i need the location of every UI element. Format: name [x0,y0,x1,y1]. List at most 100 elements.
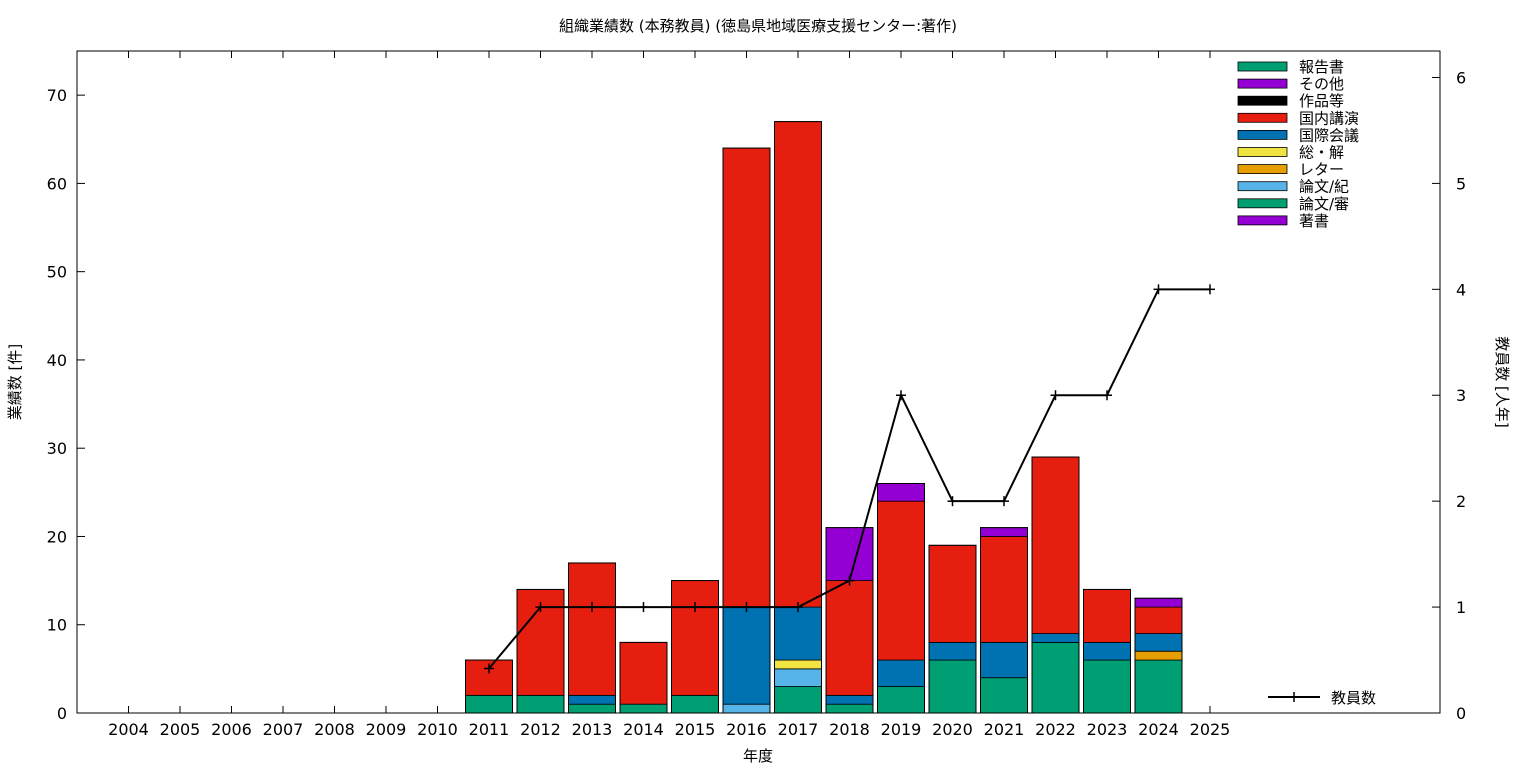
bar-segment [877,686,925,714]
bar-segment [774,686,822,714]
legend-swatch [1237,215,1288,226]
legend-swatch [1237,181,1288,192]
bar-segment [877,483,925,502]
y-tick-label: 70 [47,86,67,105]
bar-segment [1134,659,1183,714]
line-legend: 教員数 [1268,689,1376,707]
plot-frame [76,50,1441,714]
x-tick-label: 2018 [829,720,870,739]
bar-segment [980,641,1028,679]
legend-swatch [1237,198,1288,209]
x-tick-label: 2023 [1087,720,1128,739]
bar-segment [825,527,874,582]
bar-segment [774,606,822,661]
bar-layer [465,121,1183,714]
x-tick-label: 2009 [366,720,407,739]
bar-segment [1031,633,1080,643]
legend-swatch [1237,129,1288,140]
legend-label: 国内講演 [1299,109,1359,127]
legend-label: その他 [1299,75,1344,93]
chart-title: 組織業績数 (本務教員) (徳島県地域医療支援センター:著作) [559,17,957,35]
bar-segment [1134,650,1183,661]
x-tick-label: 2007 [263,720,304,739]
x-tick-label: 2024 [1138,720,1179,739]
bar-segment [928,641,977,661]
bar-segment [774,668,822,687]
bar-segment [568,694,616,705]
y-tick-label: 40 [47,351,67,370]
x-tick-label: 2010 [417,720,458,739]
legend-label: レター [1299,161,1344,179]
line-layer [484,284,1215,674]
legend-label: 報告書 [1299,58,1344,76]
legend-swatch [1237,147,1288,157]
bar-segment [980,677,1028,714]
bar-segment [825,694,874,705]
y2-tick-label: 0 [1456,704,1466,723]
legend-label: 論文/審 [1299,195,1349,213]
legend-label: 国際会議 [1299,126,1359,144]
y2-tick-labels: 0 1 2 3 4 5 6 [1456,68,1466,723]
bar-segment [1134,597,1183,608]
bar-segment [619,703,668,714]
bar-segment [568,562,616,696]
x-tick-label: 2025 [1190,720,1231,739]
legend-swatch [1237,112,1288,123]
y-tick-label: 0 [57,704,67,723]
line-legend-label: 教員数 [1331,689,1376,707]
legend-label: 作品等 [1299,92,1344,110]
bar-segment [1031,456,1080,634]
bar-segment [722,606,771,705]
bar-segment [619,641,668,705]
bar-segment [928,659,977,714]
bar-segment [1083,589,1131,643]
y-tick-label: 10 [47,616,67,635]
bar-segment [928,544,977,643]
legend-swatch [1237,164,1288,175]
bar-segment [1134,606,1183,634]
bar-segment [825,580,874,696]
x-tick-label: 2006 [211,720,252,739]
x-tick-label: 2022 [1035,720,1076,739]
x-tick-label: 2013 [572,720,613,739]
x-tick-label: 2019 [881,720,922,739]
bar-segment [1083,641,1131,661]
x-tick-label: 2020 [932,720,973,739]
y-tick-label: 50 [47,263,67,282]
x-tick-label: 2021 [984,720,1025,739]
y-tick-labels: 0 10 20 30 40 50 60 70 [47,86,67,723]
bar-segment [825,703,874,714]
x-tick-label: 2005 [160,720,201,739]
bar-segment [568,703,616,714]
y2-tick-label: 6 [1456,68,1466,87]
x-tick-label: 2012 [520,720,561,739]
y-tick-label: 30 [47,439,67,458]
x-tick-label: 2014 [623,720,664,739]
y2-tick-label: 1 [1456,598,1466,617]
x-tick-label: 2015 [675,720,716,739]
legend-swatch [1237,78,1288,89]
bar-segment [465,694,513,714]
x-tick-label: 2011 [469,720,510,739]
bar-segment [980,527,1028,537]
bar-segment [671,694,719,714]
legend-swatch [1237,61,1288,72]
x-tick-labels: 2004 2005 2006 2007 2008 2009 2010 2011 2012 2013… [108,720,1230,739]
bar-segment [1083,659,1131,714]
bar-segment [774,659,822,670]
bar-segment [1031,641,1080,714]
bar-segment [722,147,771,608]
legend-label: 著書 [1299,212,1329,230]
legend-label: 論文/紀 [1299,178,1349,196]
bar-segment [877,659,925,687]
bar-segment [1134,633,1183,652]
y-axis-label: 業績数 [件] [6,344,24,420]
legend-label: 総・解 [1299,144,1344,162]
y2-tick-label: 3 [1456,386,1466,405]
x-tick-label: 2016 [726,720,767,739]
y2-tick-label: 2 [1456,492,1466,511]
x-tick-label: 2008 [314,720,355,739]
y2-tick-label: 4 [1456,280,1466,299]
y2-tick-label: 5 [1456,174,1466,193]
